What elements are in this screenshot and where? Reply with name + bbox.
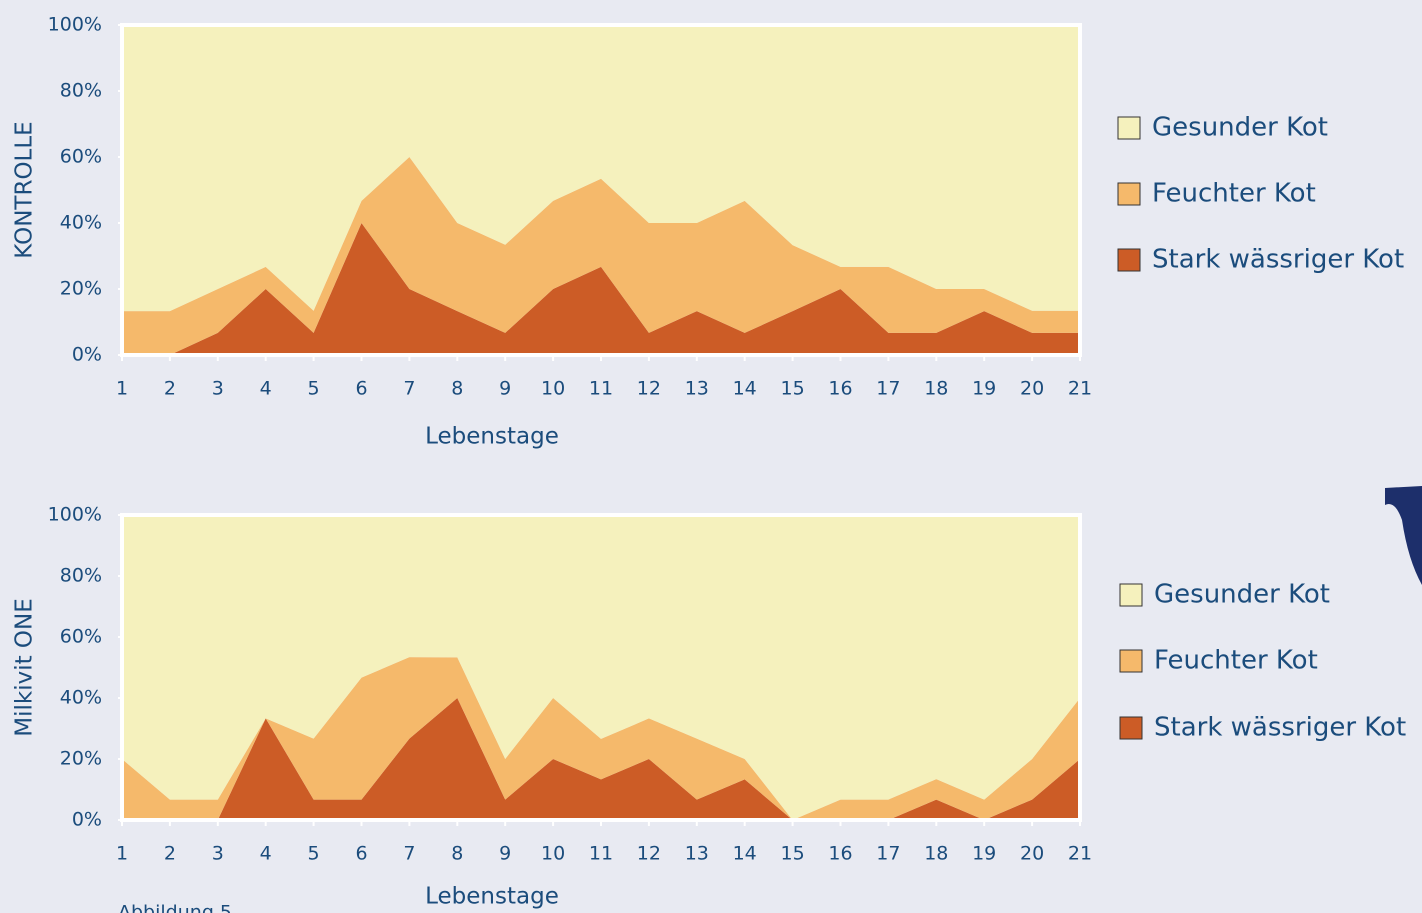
legend-label: Feuchter Kot	[1154, 646, 1318, 676]
x-tick-label: 15	[781, 843, 805, 865]
y-tick-label: 100%	[48, 14, 102, 36]
legend-label: Stark wässriger Kot	[1152, 245, 1404, 275]
x-tick-label: 5	[308, 378, 320, 400]
x-tick-label: 10	[541, 843, 565, 865]
x-tick-label: 15	[781, 378, 805, 400]
legend-label: Gesunder Kot	[1152, 113, 1328, 143]
area	[122, 24, 1080, 312]
x-tick-label: 17	[876, 378, 900, 400]
area	[122, 223, 1080, 355]
x-tick-label: 3	[212, 843, 224, 865]
x-tick-label: 6	[355, 378, 367, 400]
x-tick-label: 10	[541, 378, 565, 400]
x-tick-label: 19	[972, 843, 996, 865]
x-tick-label: 6	[355, 843, 367, 865]
legend-swatch	[1117, 182, 1141, 206]
y-tick-label: 40%	[60, 212, 102, 234]
x-tick-label: 13	[685, 843, 709, 865]
x-axis-title: Lebenstage	[425, 424, 559, 450]
x-tick-label: 16	[828, 378, 852, 400]
x-tick-label: 1	[116, 843, 128, 865]
x-axis-title: Lebenstage	[425, 884, 559, 910]
x-tick-label: 4	[260, 843, 272, 865]
y-tick-label: 20%	[60, 748, 102, 770]
legend-label: Feuchter Kot	[1152, 179, 1316, 209]
y-tick-label: 60%	[60, 626, 102, 648]
x-tick-label: 20	[1020, 378, 1044, 400]
x-tick-label: 9	[499, 378, 511, 400]
legend-swatch	[1119, 649, 1143, 673]
x-tick-label: 8	[451, 378, 463, 400]
legend-swatch	[1117, 248, 1141, 272]
y-tick-label: 80%	[60, 80, 102, 102]
area	[122, 698, 1080, 820]
x-tick-label: 21	[1068, 378, 1092, 400]
area	[122, 657, 1080, 820]
x-tick-label: 13	[685, 378, 709, 400]
decoration	[1385, 486, 1422, 585]
x-tick-label: 14	[733, 843, 757, 865]
y-axis-title: KONTROLLE	[12, 121, 38, 258]
x-tick-label: 12	[637, 843, 661, 865]
caption: Abbildung 5	[118, 902, 232, 913]
x-tick-label: 7	[403, 843, 415, 865]
x-tick-label: 2	[164, 843, 176, 865]
legend-label: Gesunder Kot	[1154, 580, 1330, 610]
y-tick-label: 0%	[72, 344, 102, 366]
x-tick-label: 1	[116, 378, 128, 400]
x-tick-label: 5	[308, 843, 320, 865]
legend-swatch	[1119, 716, 1143, 740]
x-tick-label: 21	[1068, 843, 1092, 865]
y-tick-label: 80%	[60, 565, 102, 587]
x-tick-label: 11	[589, 843, 613, 865]
legend-label: Stark wässriger Kot	[1154, 713, 1406, 743]
x-tick-label: 19	[972, 378, 996, 400]
x-tick-label: 9	[499, 843, 511, 865]
x-tick-label: 3	[212, 378, 224, 400]
legend-swatch	[1117, 116, 1141, 140]
y-tick-label: 100%	[48, 504, 102, 526]
x-tick-label: 8	[451, 843, 463, 865]
x-tick-label: 18	[924, 378, 948, 400]
y-tick-label: 40%	[60, 687, 102, 709]
x-tick-label: 17	[876, 843, 900, 865]
legend-swatch	[1119, 583, 1143, 607]
y-tick-label: 20%	[60, 278, 102, 300]
x-tick-label: 11	[589, 378, 613, 400]
x-tick-label: 7	[403, 378, 415, 400]
x-tick-label: 14	[733, 378, 757, 400]
x-tick-label: 2	[164, 378, 176, 400]
x-tick-label: 4	[260, 378, 272, 400]
y-axis-title: Milkivit ONE	[12, 598, 38, 737]
x-tick-label: 18	[924, 843, 948, 865]
area	[122, 157, 1080, 355]
x-tick-label: 16	[828, 843, 852, 865]
x-tick-label: 20	[1020, 843, 1044, 865]
area	[122, 514, 1080, 820]
x-tick-label: 12	[637, 378, 661, 400]
y-tick-label: 60%	[60, 146, 102, 168]
y-tick-label: 0%	[72, 809, 102, 831]
